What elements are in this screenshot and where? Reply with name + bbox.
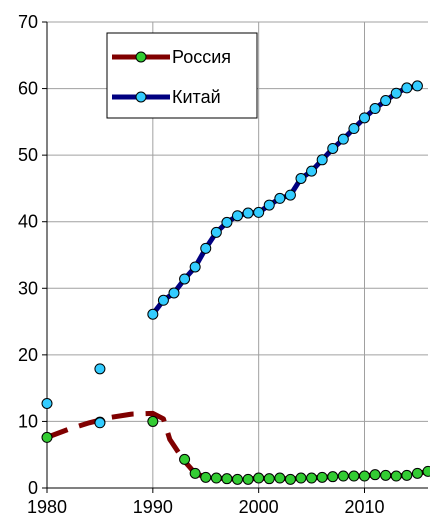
data-point-russia bbox=[348, 470, 360, 482]
data-point-china bbox=[284, 189, 296, 201]
data-point-china bbox=[327, 142, 339, 154]
data-point-china bbox=[316, 154, 328, 166]
data-point-russia bbox=[401, 469, 413, 481]
data-point-china bbox=[242, 207, 254, 219]
y-tick-label: 70 bbox=[18, 12, 38, 32]
y-tick-label: 40 bbox=[18, 212, 38, 232]
data-point-china bbox=[221, 216, 233, 228]
data-point-china bbox=[253, 206, 265, 218]
tick-labels: 0 10 20 30 40 50 60 70 1980 1990 2000 2010 bbox=[18, 12, 385, 517]
data-point-china bbox=[263, 199, 275, 211]
data-point-china bbox=[179, 273, 191, 285]
legend-russia-label: Россия bbox=[172, 47, 231, 67]
x-tick-label: 1980 bbox=[27, 497, 67, 517]
y-tick-label: 60 bbox=[18, 79, 38, 99]
legend-china-marker bbox=[135, 91, 147, 103]
data-point-china bbox=[411, 80, 423, 92]
data-point-china bbox=[94, 417, 106, 429]
data-point-russia bbox=[327, 471, 339, 483]
y-tick-label: 10 bbox=[18, 411, 38, 431]
data-point-china bbox=[168, 287, 180, 299]
data-point-russia bbox=[200, 471, 212, 483]
data-point-china bbox=[232, 210, 243, 222]
data-point-china bbox=[337, 133, 349, 145]
data-point-russia bbox=[179, 453, 191, 465]
data-point-russia bbox=[369, 469, 381, 481]
x-tick-label: 2010 bbox=[344, 497, 384, 517]
data-point-china bbox=[157, 294, 169, 306]
y-tick-label: 0 bbox=[28, 478, 38, 498]
data-point-russia bbox=[147, 415, 159, 427]
data-point-china bbox=[147, 308, 159, 320]
series-line-china bbox=[150, 83, 418, 316]
data-point-china bbox=[41, 397, 53, 409]
data-point-china bbox=[200, 242, 212, 254]
y-tick-label: 30 bbox=[18, 278, 38, 298]
data-point-russia bbox=[284, 473, 296, 485]
data-point-russia bbox=[390, 470, 402, 482]
data-point-russia bbox=[242, 473, 254, 485]
data-point-china bbox=[390, 87, 402, 99]
data-point-china bbox=[348, 123, 360, 135]
data-point-china bbox=[274, 192, 286, 204]
data-point-china bbox=[369, 103, 381, 115]
data-point-russia bbox=[359, 470, 370, 482]
data-point-russia bbox=[232, 473, 243, 485]
data-point-china bbox=[359, 112, 370, 124]
data-point-russia bbox=[295, 472, 307, 484]
legend-china-label: Китай bbox=[172, 87, 221, 107]
y-tick-label: 20 bbox=[18, 345, 38, 365]
data-point-russia bbox=[253, 472, 265, 484]
data-point-russia bbox=[422, 465, 430, 477]
data-point-china bbox=[306, 165, 318, 177]
data-point-russia bbox=[210, 472, 222, 484]
data-point-china bbox=[295, 172, 307, 184]
data-point-china bbox=[380, 95, 392, 107]
legend: Россия Китай bbox=[106, 32, 258, 119]
data-point-russia bbox=[411, 467, 423, 479]
data-point-russia bbox=[274, 472, 286, 484]
axes bbox=[42, 21, 428, 493]
legend-russia-marker bbox=[135, 51, 147, 63]
data-point-russia bbox=[316, 471, 328, 483]
x-tick-label: 1990 bbox=[133, 497, 173, 517]
data-point-china bbox=[210, 226, 222, 238]
data-point-russia bbox=[380, 469, 392, 481]
series bbox=[41, 80, 430, 485]
y-tick-label: 50 bbox=[18, 145, 38, 165]
legend-box bbox=[106, 32, 258, 119]
data-point-russia bbox=[337, 470, 349, 482]
data-point-russia bbox=[306, 472, 318, 484]
data-point-china bbox=[401, 82, 413, 94]
data-point-russia bbox=[221, 473, 233, 485]
data-point-china bbox=[189, 261, 201, 273]
data-point-china bbox=[94, 363, 106, 375]
data-point-russia bbox=[189, 467, 201, 479]
x-tick-label: 2000 bbox=[239, 497, 279, 517]
data-point-russia bbox=[41, 431, 53, 443]
data-point-russia bbox=[263, 473, 275, 485]
